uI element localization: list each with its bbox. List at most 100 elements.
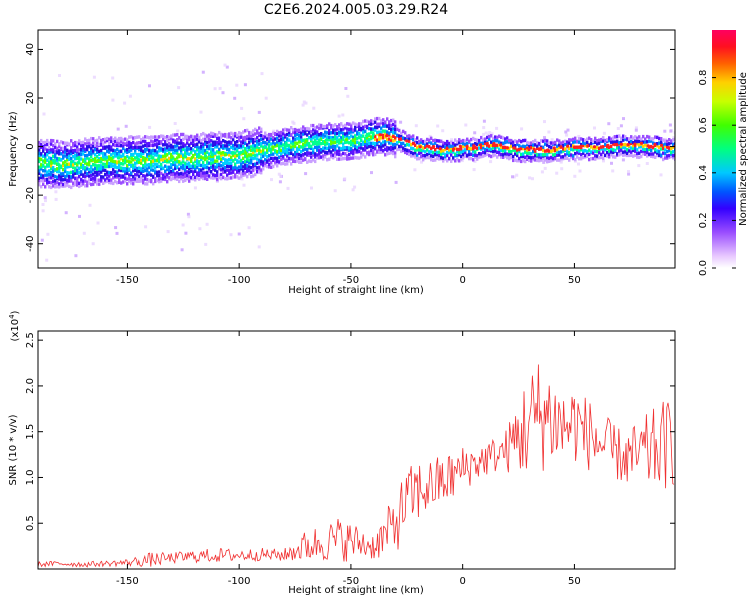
spectrogram-cell [122, 144, 125, 148]
spectrogram-cell [550, 159, 553, 163]
spectrogram-cell [280, 152, 283, 156]
spectrogram-cell [516, 142, 519, 146]
spectrogram-cell [52, 176, 55, 180]
spectrogram-cell [214, 151, 217, 155]
spectrogram-cell [72, 181, 75, 185]
spectrogram-cell [202, 137, 205, 142]
spectrogram-cell [196, 137, 199, 141]
spectrogram-cell [128, 156, 131, 160]
spectrogram-cell [116, 147, 119, 152]
spectrogram-cell [102, 166, 105, 170]
spectrogram-cell [406, 136, 409, 140]
spectrogram-cell [294, 141, 297, 145]
spectrogram-cell [58, 174, 61, 178]
spectrogram-cell [484, 153, 487, 157]
spectrogram-cell [52, 184, 55, 188]
spectrogram-cell [272, 138, 275, 142]
spectrogram-cell [98, 149, 101, 153]
spectrogram-cell [66, 152, 69, 156]
spectrogram-cell [96, 182, 99, 186]
spectrogram-cell [186, 145, 189, 150]
spectrogram-cell [180, 161, 183, 165]
spectrogram-cell [200, 157, 203, 162]
spectrogram-cell [406, 134, 409, 139]
spectrogram-cell [564, 139, 567, 143]
spectrogram-ridge-point [660, 143, 664, 147]
spectrogram-cell [366, 139, 369, 143]
spectrogram-cell [266, 150, 269, 155]
spectrogram-cell [338, 130, 341, 134]
spectrogram-cell [432, 154, 435, 158]
spectrogram-cell [154, 166, 157, 170]
spectrogram-cell [282, 143, 285, 147]
spectrogram-cell [444, 154, 447, 159]
spectrogram-cell [140, 151, 143, 156]
spectrogram-cell [74, 154, 77, 158]
spectrogram-cell [174, 144, 177, 148]
spectrogram-cell [214, 145, 217, 149]
spectrogram-speckle [669, 129, 673, 133]
spectrogram-cell [438, 139, 441, 143]
spectrogram-speckle [272, 129, 276, 133]
spectrogram-cell [316, 133, 319, 137]
spectrogram-ridge-point [43, 159, 47, 163]
spectrogram-cell [632, 146, 635, 151]
spectrogram-cell [350, 151, 353, 155]
spectrogram-cell [366, 119, 369, 124]
spectrogram-cell [442, 144, 445, 148]
spectrogram-cell [196, 171, 199, 175]
spectrogram-cell [236, 153, 239, 158]
spectrogram-cell [58, 163, 61, 167]
spectrogram-cell [662, 151, 665, 155]
spectrogram-cell [72, 142, 75, 146]
spectrogram-cell [636, 139, 639, 144]
spectrogram-cell [238, 165, 241, 169]
spectrogram-cell [542, 139, 545, 143]
spectrogram-cell [92, 144, 95, 149]
spectrogram-cell [328, 151, 331, 155]
spectrogram-cell [666, 149, 669, 154]
spectrogram-cell [568, 146, 571, 151]
spectrogram-cell [434, 148, 437, 152]
spectrogram-cell [668, 155, 671, 159]
spectrogram-cell [276, 149, 279, 154]
spectrogram-cell [186, 162, 189, 166]
spectrogram-cell [44, 152, 47, 156]
spectrogram-cell [158, 173, 161, 178]
spectrogram-cell [310, 123, 313, 128]
spectrogram-cell [144, 147, 147, 152]
spectrogram-ridge-point [505, 146, 509, 150]
spectrogram-cell [276, 160, 279, 164]
spectrogram-cell [304, 157, 307, 161]
spectrogram-cell [374, 141, 377, 146]
spectrogram-cell [134, 142, 137, 146]
spectrogram-cell [422, 141, 425, 145]
spectrogram-cell [490, 143, 493, 147]
spectrogram-cell [46, 153, 49, 157]
spectrogram-speckle [199, 110, 203, 114]
spectrogram-cell [350, 134, 353, 138]
spectrogram-cell [254, 132, 257, 136]
spectrogram-cell [292, 153, 295, 157]
spectrogram-cell [72, 175, 75, 179]
spectrogram-cell [214, 165, 217, 169]
spectrogram-cell [516, 159, 519, 163]
spectrogram-cell [502, 145, 505, 150]
spectrogram-cell [70, 139, 73, 143]
spectrogram-speckle [257, 110, 261, 114]
spectrogram-y-axis-label: Frequency (Hz) [8, 111, 19, 187]
spectrogram-cell [142, 144, 145, 148]
spectrogram-cell [252, 143, 255, 148]
spectrogram-cell [56, 184, 59, 189]
spectrogram-cell [470, 137, 473, 142]
spectrogram-speckle [333, 189, 337, 193]
spectrogram-cell [328, 138, 331, 142]
spectrogram-cell [202, 142, 205, 146]
spectrogram-cell [352, 135, 355, 139]
spectrogram-cell [654, 148, 657, 152]
spectrogram-cell [66, 165, 69, 169]
spectrogram-cell [630, 139, 633, 144]
spectrogram-cell [356, 136, 359, 141]
spectrogram-speckle [443, 151, 447, 155]
